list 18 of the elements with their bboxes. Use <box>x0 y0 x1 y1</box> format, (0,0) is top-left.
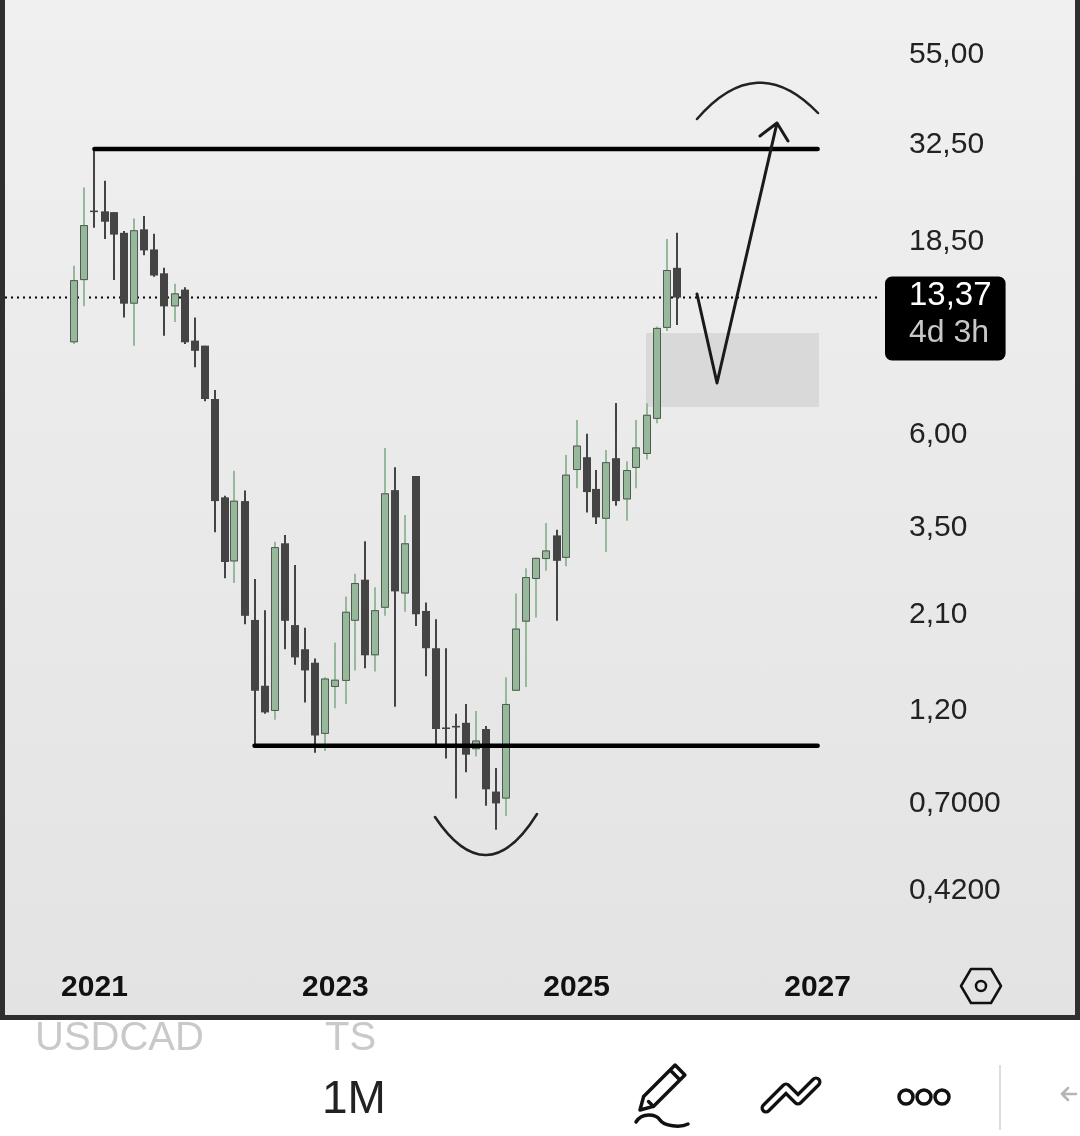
ref-line-label: 13,37 <box>909 274 992 312</box>
y-tick-label: 18,50 <box>909 223 985 257</box>
y-tick-label: 1,20 <box>909 692 968 726</box>
x-tick-label: 2021 <box>61 969 128 1003</box>
text: 4d 3h <box>909 313 990 350</box>
y-tick-label: 0,7000 <box>909 784 1001 818</box>
y-tick-label: 0,4200 <box>909 872 1001 906</box>
y-tick-label: 55,00 <box>909 36 985 70</box>
x-tick-label: 2023 <box>302 969 369 1003</box>
x-tick-label: 2027 <box>784 969 851 1003</box>
candlestick <box>331 642 339 709</box>
y-tick-label: 3,50 <box>909 508 968 542</box>
text: 1M <box>322 1071 386 1123</box>
y-tick-label: 6,00 <box>909 416 968 450</box>
candlestick <box>442 648 450 759</box>
y-tick-label: 2,10 <box>909 596 968 630</box>
x-tick-label: 2025 <box>543 969 611 1003</box>
y-tick-label: 32,50 <box>909 126 985 160</box>
